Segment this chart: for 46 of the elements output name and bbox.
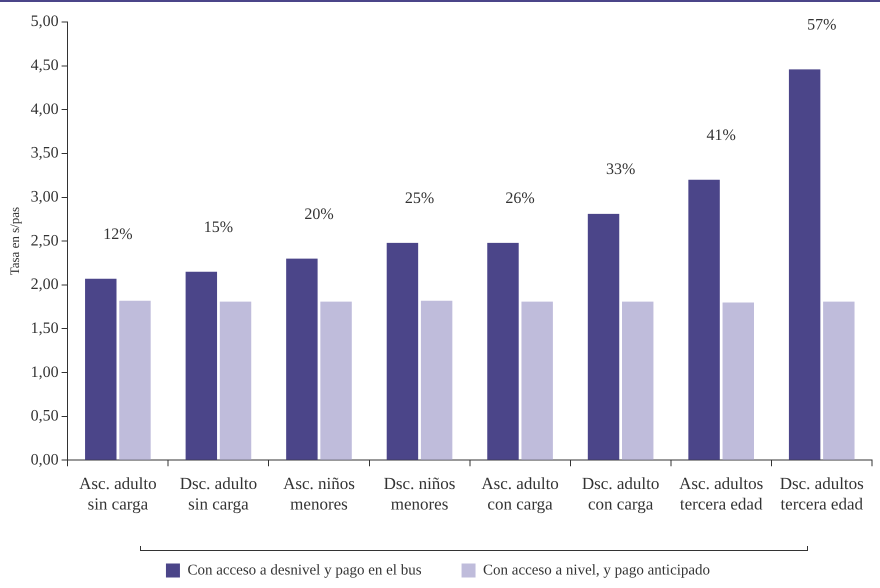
y-tick-label: 4,50 xyxy=(30,57,59,74)
bar xyxy=(588,214,620,460)
bar xyxy=(823,302,855,460)
y-tick-label: 1,00 xyxy=(30,364,59,381)
x-tick-label: Dsc. adultos tercera edad xyxy=(780,474,864,514)
bar xyxy=(420,300,452,460)
bar xyxy=(386,242,418,460)
bar xyxy=(119,300,151,460)
bar xyxy=(688,180,720,460)
y-tick-label: 3,00 xyxy=(30,188,59,206)
bar xyxy=(85,278,117,460)
y-tick-label: 5,00 xyxy=(30,13,59,30)
annotation: 15% xyxy=(204,218,234,236)
x-tick-label: Asc. adulto sin carga xyxy=(79,474,157,514)
y-tick-label: 2,00 xyxy=(30,276,59,294)
legend-label: Con acceso a desnivel y pago en el bus xyxy=(187,562,422,578)
y-tick-label: 1,50 xyxy=(30,320,59,337)
annotation: 12% xyxy=(103,226,133,243)
bar xyxy=(220,302,252,460)
x-tick-label: Dsc. adulto con carga xyxy=(582,474,660,514)
annotation: 33% xyxy=(606,161,636,178)
bar xyxy=(722,302,754,460)
annotation: 57% xyxy=(807,16,836,34)
legend-label: Con acceso a nivel, y pago anticipado xyxy=(483,562,710,578)
y-axis-title: Tasa en s/pas xyxy=(7,206,22,276)
x-tick-label: Asc. adulto con carga xyxy=(481,474,559,514)
y-tick-label: 3,50 xyxy=(30,144,59,162)
bar xyxy=(521,302,553,460)
y-tick-label: 2,50 xyxy=(30,232,59,250)
annotation: 20% xyxy=(304,206,334,223)
y-tick-label: 0,50 xyxy=(30,408,59,425)
bar xyxy=(320,302,352,460)
bar xyxy=(186,272,218,460)
x-tick-label: Dsc. adulto sin carga xyxy=(180,474,258,514)
annotation: 41% xyxy=(706,126,736,144)
y-tick-label: 0,00 xyxy=(30,451,59,468)
bar xyxy=(788,69,820,460)
x-tick-label: Dsc. niños menores xyxy=(384,474,456,514)
bar xyxy=(622,302,654,460)
annotation: 25% xyxy=(404,190,434,208)
x-tick-label: Asc. niños menores xyxy=(283,474,355,514)
annotation: 26% xyxy=(505,190,535,208)
y-tick-label: 4,00 xyxy=(30,100,59,118)
bar xyxy=(286,258,318,460)
bar xyxy=(487,242,519,460)
x-tick-label: Asc. adultos tercera edad xyxy=(679,474,764,514)
